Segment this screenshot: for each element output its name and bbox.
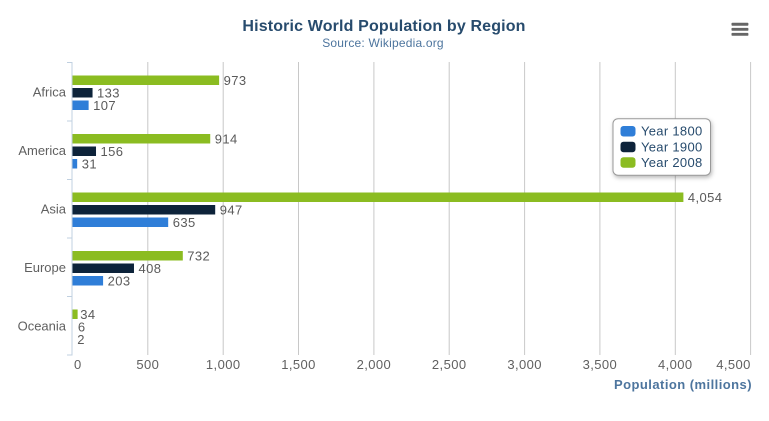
svg-text:6: 6 bbox=[78, 319, 86, 334]
svg-text:500: 500 bbox=[136, 357, 159, 372]
svg-text:914: 914 bbox=[215, 131, 238, 146]
svg-text:Year 1900: Year 1900 bbox=[641, 139, 703, 154]
svg-text:947: 947 bbox=[220, 202, 243, 217]
svg-text:732: 732 bbox=[187, 248, 210, 263]
svg-text:2,500: 2,500 bbox=[432, 357, 467, 372]
svg-text:133: 133 bbox=[97, 85, 120, 100]
svg-text:Year 1800: Year 1800 bbox=[641, 124, 703, 139]
svg-text:4,500: 4,500 bbox=[716, 357, 751, 372]
svg-text:1,500: 1,500 bbox=[281, 357, 316, 372]
svg-text:973: 973 bbox=[224, 73, 247, 88]
svg-text:635: 635 bbox=[173, 215, 196, 230]
svg-text:156: 156 bbox=[101, 144, 124, 159]
svg-text:Population (millions): Population (millions) bbox=[614, 377, 752, 392]
svg-text:2,000: 2,000 bbox=[357, 357, 392, 372]
svg-text:3,500: 3,500 bbox=[583, 357, 618, 372]
svg-text:203: 203 bbox=[108, 273, 131, 288]
svg-text:408: 408 bbox=[139, 261, 162, 276]
svg-text:Year 2008: Year 2008 bbox=[641, 155, 703, 170]
svg-text:Europe: Europe bbox=[24, 260, 66, 275]
svg-text:2: 2 bbox=[77, 332, 85, 347]
svg-text:4,000: 4,000 bbox=[658, 357, 693, 372]
svg-text:4,054: 4,054 bbox=[688, 190, 723, 205]
svg-text:America: America bbox=[18, 143, 66, 158]
svg-text:Source: Wikipedia.org: Source: Wikipedia.org bbox=[322, 36, 444, 50]
svg-text:Africa: Africa bbox=[33, 85, 67, 100]
svg-text:3,000: 3,000 bbox=[507, 357, 542, 372]
svg-text:Oceania: Oceania bbox=[18, 318, 67, 333]
svg-text:0: 0 bbox=[74, 357, 82, 372]
svg-text:34: 34 bbox=[80, 307, 95, 322]
svg-text:1,000: 1,000 bbox=[206, 357, 241, 372]
svg-text:Historic World Population by R: Historic World Population by Region bbox=[242, 18, 525, 35]
svg-text:Asia: Asia bbox=[41, 201, 67, 216]
svg-text:107: 107 bbox=[93, 98, 116, 113]
svg-text:31: 31 bbox=[82, 156, 97, 171]
